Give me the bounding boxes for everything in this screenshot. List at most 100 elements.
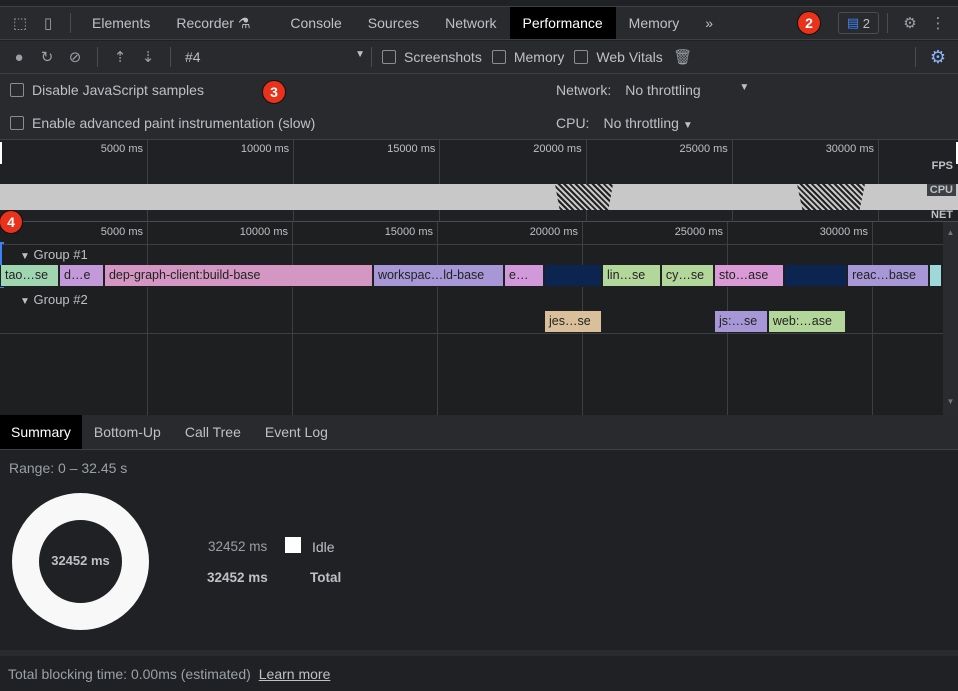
donut-center-value: 32452 ms	[51, 553, 110, 568]
tab-console[interactable]: Console	[290, 15, 342, 31]
grid-line	[147, 140, 148, 222]
flame-chart[interactable]: 5000 ms 10000 ms 15000 ms 20000 ms 25000 ms 3…	[0, 222, 958, 415]
tab-elements[interactable]: Elements	[92, 15, 151, 31]
grid-line	[872, 222, 873, 415]
group-label: Group #1	[33, 247, 88, 262]
time-tick-label: 5000 ms	[100, 226, 143, 238]
footer: Total blocking time: 0.00ms (estimated) …	[0, 650, 958, 691]
idle-label: Idle	[312, 539, 335, 555]
upload-icon[interactable]: ⇡	[113, 49, 127, 66]
more-tabs-icon[interactable]: »	[705, 15, 714, 31]
flame-block[interactable]	[544, 265, 603, 286]
capture-settings: Disable JavaScript samples Enable advanc…	[0, 74, 958, 140]
tab-label: Recorder	[176, 15, 234, 31]
recording-select[interactable]: #4 ▼	[179, 49, 371, 65]
grid-line	[147, 222, 148, 415]
screenshots-label: Screenshots	[404, 49, 482, 65]
flame-block[interactable]: jes…se	[545, 311, 603, 332]
network-throttle-select[interactable]: No throttling ▼	[625, 82, 749, 98]
network-label: Network:	[556, 82, 612, 98]
flame-block[interactable]: e…	[505, 265, 544, 286]
screenshots-checkbox[interactable]	[382, 50, 396, 64]
total-label: Total	[310, 570, 342, 585]
gear-icon[interactable]: ⚙	[903, 15, 917, 32]
disable-js-label: Disable JavaScript samples	[32, 82, 204, 98]
kebab-menu-icon[interactable]: ⋮	[930, 15, 946, 32]
time-tick-label: 20000 ms	[533, 143, 582, 155]
timeline-overview[interactable]: 5000 ms 10000 ms 15000 ms 20000 ms 25000 ms 3…	[0, 140, 958, 222]
chevron-down-icon: ▼	[739, 82, 750, 93]
time-tick-label: 25000 ms	[674, 226, 723, 238]
trash-icon[interactable]: 🗑	[673, 49, 693, 66]
flame-block[interactable]	[930, 265, 943, 286]
tab-event-log[interactable]: Event Log	[264, 424, 328, 440]
cpu-throttle-select[interactable]: No throttling ▼	[603, 115, 692, 131]
time-tick-label: 10000 ms	[239, 226, 288, 238]
cpu-idle-hatch	[797, 184, 865, 210]
flame-block[interactable]	[784, 265, 848, 286]
issues-button[interactable]: ▤ 2	[837, 12, 879, 34]
total-blocking-time: Total blocking time: 0.00ms (estimated)	[8, 665, 251, 682]
time-tick-label: 20000 ms	[529, 226, 578, 238]
group-1-header[interactable]: ▼ Group #1	[20, 247, 88, 262]
web-vitals-checkbox[interactable]	[574, 50, 589, 64]
capture-settings-icon[interactable]: ⚙	[929, 46, 947, 67]
time-tick-label: 15000 ms	[384, 226, 433, 238]
overview-left-handle[interactable]	[0, 142, 2, 164]
record-icon[interactable]: ●	[14, 48, 24, 66]
web-vitals-label: Web Vitals	[596, 49, 663, 65]
reload-icon[interactable]: ↻	[40, 49, 54, 66]
flame-block[interactable]: sto…ase	[714, 265, 784, 286]
message-icon: ▤	[846, 15, 860, 30]
idle-swatch	[285, 537, 301, 553]
paint-checkbox[interactable]	[10, 116, 24, 130]
idle-value: 32452 ms	[208, 539, 268, 554]
tab-call-tree[interactable]: Call Tree	[184, 424, 241, 440]
grid-line	[293, 140, 295, 222]
memory-label: Memory	[513, 49, 565, 65]
grid-line	[731, 140, 733, 222]
grid-line	[437, 222, 438, 415]
scroll-up-icon[interactable]: ▲	[946, 228, 955, 237]
download-icon[interactable]: ⇣	[141, 49, 155, 66]
annotation-badge: 4	[0, 210, 23, 234]
flame-block[interactable]: dep-graph-client:build-base	[104, 265, 374, 286]
flame-block[interactable]: reac…base	[848, 265, 929, 286]
tab-performance[interactable]: Performance	[509, 7, 616, 39]
details-tab-bar: Summary Bottom-Up Call Tree Event Log	[0, 415, 958, 450]
annotation-badge: 3	[262, 80, 286, 104]
tab-summary[interactable]: Summary	[0, 415, 82, 449]
tab-bottom-up[interactable]: Bottom-Up	[93, 424, 161, 440]
scroll-down-icon[interactable]: ▼	[946, 397, 955, 406]
grid-line	[439, 140, 441, 222]
flame-block[interactable]: lin…se	[603, 265, 662, 286]
inspect-element-icon[interactable]: ⬚	[12, 15, 28, 32]
paint-label: Enable advanced paint instrumentation (s…	[32, 115, 316, 131]
flame-scrollbar[interactable]: ▲ ▼	[943, 222, 958, 415]
flame-block[interactable]: tao…se	[1, 265, 59, 286]
tab-sources[interactable]: Sources	[367, 15, 420, 31]
time-tick-label: 25000 ms	[679, 143, 728, 155]
device-toolbar-icon[interactable]: ▯	[43, 15, 53, 32]
memory-checkbox[interactable]	[491, 50, 506, 64]
flame-block[interactable]: d…e	[60, 265, 104, 286]
clear-icon[interactable]: ⊘	[68, 49, 82, 66]
tab-recorder[interactable]: Recorder ⚗	[163, 7, 263, 39]
performance-toolbar: ● ↻ ⊘ ⇡ ⇣ #4 ▼ Screenshots Memory Web Vit…	[0, 41, 958, 74]
cpu-label: CPU:	[556, 115, 590, 131]
flame-block[interactable]: js:…se	[714, 311, 769, 332]
grid-line	[292, 222, 293, 415]
flame-block[interactable]: web:…ase	[768, 311, 847, 332]
cpu-idle-hatch	[555, 184, 613, 210]
tab-network[interactable]: Network	[445, 15, 497, 31]
flame-block[interactable]: workspac…ld-base	[373, 265, 505, 286]
overview-right-handle[interactable]	[956, 142, 958, 164]
learn-more-link[interactable]: Learn more	[258, 665, 331, 682]
tab-memory[interactable]: Memory	[628, 15, 680, 31]
flask-icon: ⚗	[237, 14, 251, 31]
group-2-header[interactable]: ▼ Group #2	[20, 292, 88, 307]
triangle-down-icon: ▼	[20, 296, 30, 307]
disable-js-checkbox[interactable]	[10, 83, 24, 97]
flame-block[interactable]: cy…se	[661, 265, 715, 286]
summary-range: Range: 0 – 32.45 s	[9, 460, 128, 476]
